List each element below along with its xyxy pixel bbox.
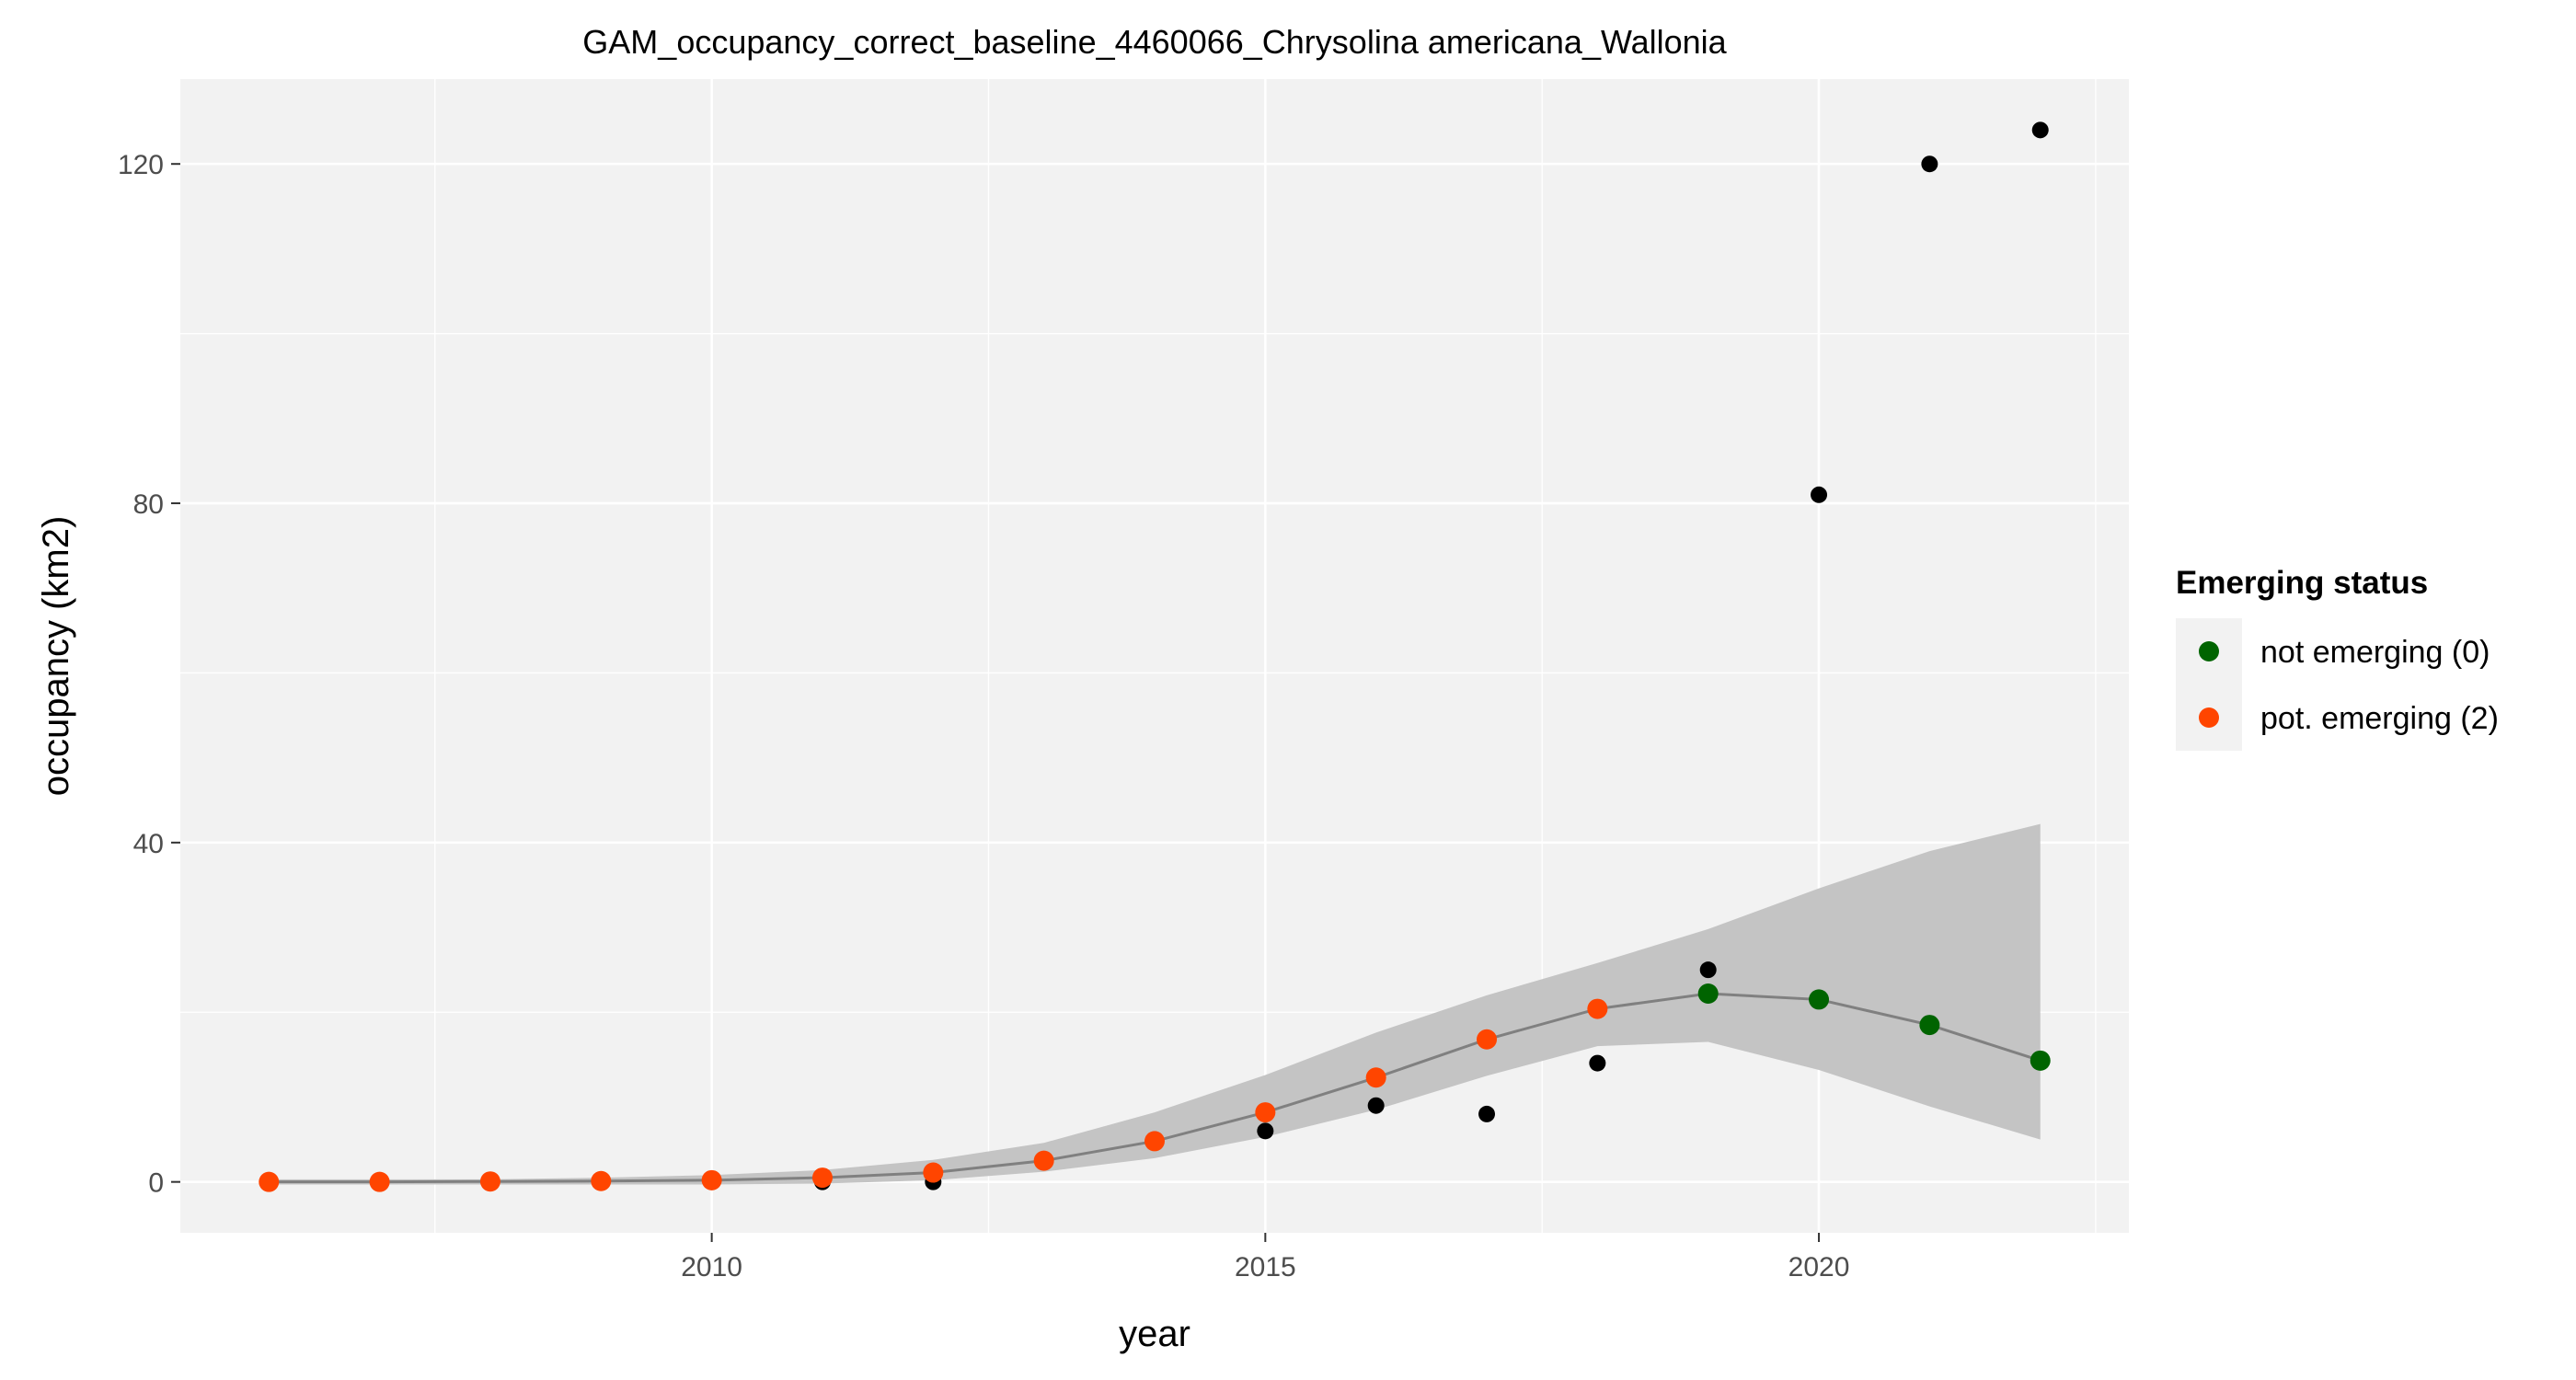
x-tick-label: 2015 — [1235, 1252, 1296, 1282]
x-axis: 2010 2015 2020 — [681, 1233, 1849, 1282]
observed-point — [1478, 1105, 1496, 1122]
y-axis: 0 40 80 120 — [118, 150, 180, 1199]
fitted-point — [479, 1171, 500, 1192]
fitted-point — [259, 1171, 280, 1192]
observed-point — [2031, 121, 2049, 139]
y-axis-title: occupancy (km2) — [36, 516, 76, 797]
y-tick-label: 120 — [118, 150, 164, 180]
fitted-point — [1697, 983, 1719, 1004]
y-tick-label: 80 — [133, 489, 164, 520]
fitted-points — [259, 983, 2051, 1192]
observed-point — [1257, 1122, 1274, 1140]
observed-point — [1699, 961, 1717, 979]
fitted-point — [1477, 1029, 1498, 1050]
legend-title: Emerging status — [2176, 565, 2428, 601]
observed-point — [1367, 1097, 1385, 1114]
fitted-point — [1255, 1102, 1276, 1123]
fitted-point — [1144, 1131, 1165, 1152]
y-tick-label: 40 — [133, 829, 164, 859]
legend: Emerging status not emerging (0) pot. em… — [2176, 565, 2499, 751]
y-tick-label: 0 — [148, 1168, 164, 1199]
fitted-point — [923, 1162, 944, 1183]
minor-gridlines — [180, 79, 2129, 1233]
legend-key-background — [2176, 618, 2242, 751]
legend-key-not-emerging — [2199, 641, 2219, 661]
fitted-point — [2030, 1050, 2051, 1071]
confidence-band — [269, 823, 2041, 1185]
x-axis-title: year — [1119, 1314, 1190, 1354]
fitted-point — [1365, 1067, 1386, 1088]
legend-label-not-emerging: not emerging (0) — [2260, 635, 2490, 670]
fitted-point — [811, 1167, 833, 1189]
fitted-point — [591, 1170, 612, 1191]
x-tick-label: 2020 — [1788, 1252, 1850, 1282]
legend-label-pot-emerging: pot. emerging (2) — [2260, 701, 2499, 736]
fitted-point — [1033, 1150, 1054, 1171]
fitted-point — [1809, 989, 1830, 1010]
fitted-point — [1919, 1015, 1940, 1036]
fitted-point — [1587, 998, 1608, 1019]
fitted-point — [369, 1171, 390, 1192]
observed-point — [1811, 486, 1828, 503]
x-tick-label: 2010 — [681, 1252, 742, 1282]
observed-point — [1921, 155, 1938, 173]
plot-title: GAM_occupancy_correct_baseline_4460066_C… — [582, 23, 1727, 61]
legend-key-pot-emerging — [2199, 707, 2219, 728]
fitted-point — [701, 1169, 722, 1190]
observed-point — [1589, 1054, 1606, 1072]
